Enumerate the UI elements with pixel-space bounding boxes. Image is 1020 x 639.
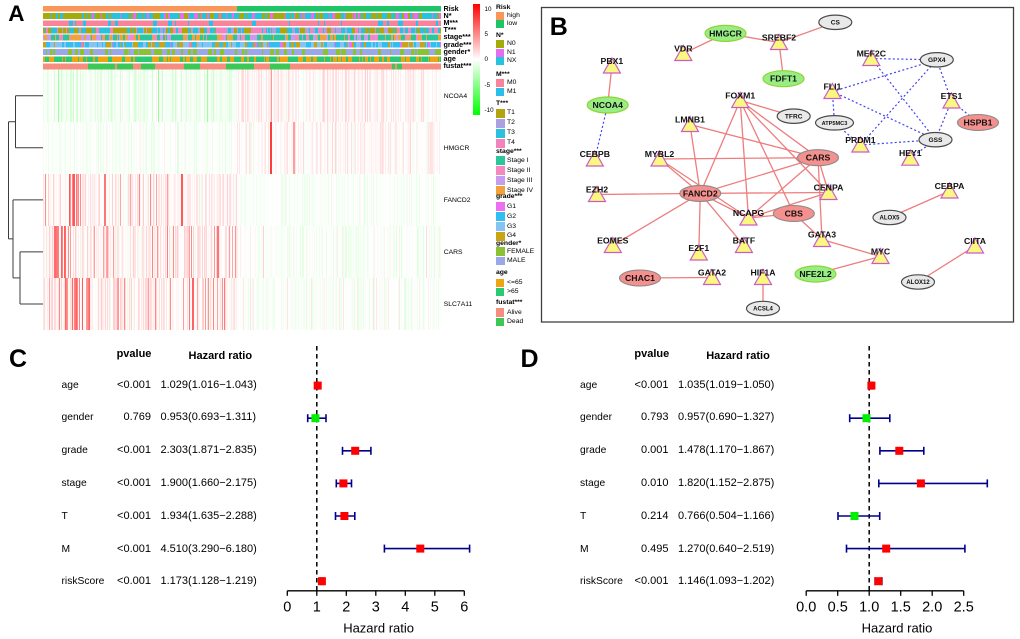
svg-text:FANCD2: FANCD2 (683, 188, 718, 198)
svg-text:ALOX5: ALOX5 (879, 216, 900, 222)
svg-text:2.5: 2.5 (954, 600, 974, 616)
svg-text:GPX4: GPX4 (928, 57, 946, 64)
svg-text:EZH2: EZH2 (586, 185, 608, 195)
svg-text:HEY1: HEY1 (899, 148, 922, 158)
svg-text:NFE2L2: NFE2L2 (799, 269, 832, 279)
svg-text:E2F1: E2F1 (688, 243, 709, 253)
svg-text:MYBL2: MYBL2 (645, 149, 675, 159)
svg-text:CBS: CBS (785, 209, 804, 219)
svg-text:SREBF2: SREBF2 (762, 33, 796, 43)
svg-text:VDR: VDR (674, 44, 693, 54)
svg-text:FLI1: FLI1 (823, 82, 841, 92)
svg-text:1.0: 1.0 (859, 600, 879, 616)
svg-text:CARS: CARS (806, 153, 831, 163)
svg-text:BATF: BATF (733, 236, 756, 246)
svg-text:GATA3: GATA3 (808, 230, 836, 240)
svg-text:PRDM1: PRDM1 (845, 135, 876, 145)
svg-text:1.5: 1.5 (891, 600, 911, 616)
svg-text:ATP5MC3: ATP5MC3 (822, 121, 848, 127)
svg-text:1: 1 (313, 600, 321, 616)
svg-text:3: 3 (372, 600, 380, 616)
svg-text:2.0: 2.0 (922, 600, 942, 616)
svg-text:NCOA4: NCOA4 (592, 100, 623, 110)
svg-text:6: 6 (460, 600, 468, 616)
svg-text:TFRC: TFRC (785, 113, 803, 120)
svg-text:2: 2 (342, 600, 350, 616)
svg-text:GATA2: GATA2 (698, 268, 726, 278)
svg-text:LMNB1: LMNB1 (675, 115, 705, 125)
svg-text:HSPB1: HSPB1 (964, 118, 993, 128)
svg-text:HMGCR: HMGCR (709, 28, 743, 38)
svg-text:Hazard ratio: Hazard ratio (343, 621, 414, 636)
svg-text:CHAC1: CHAC1 (625, 273, 655, 283)
svg-text:0.5: 0.5 (828, 600, 848, 616)
svg-text:0.0: 0.0 (796, 600, 816, 616)
svg-text:NCAPG: NCAPG (733, 208, 765, 218)
svg-text:5: 5 (431, 600, 439, 616)
svg-text:GSS: GSS (929, 137, 944, 144)
svg-text:ALOX12: ALOX12 (906, 280, 930, 286)
svg-text:FDFT1: FDFT1 (770, 74, 797, 84)
svg-text:CEBPA: CEBPA (935, 181, 965, 191)
svg-text:ACSL4: ACSL4 (753, 307, 773, 313)
svg-text:MEF2C: MEF2C (857, 49, 887, 59)
svg-text:Hazard ratio: Hazard ratio (862, 621, 933, 636)
svg-text:FOXM1: FOXM1 (725, 91, 755, 101)
svg-text:CIITA: CIITA (964, 236, 987, 246)
svg-text:CS: CS (831, 20, 841, 27)
svg-text:ETS1: ETS1 (941, 91, 963, 101)
svg-text:EOMES: EOMES (597, 236, 629, 246)
svg-text:CENPA: CENPA (814, 183, 844, 193)
svg-text:MYC: MYC (871, 247, 891, 257)
svg-text:0: 0 (283, 600, 291, 616)
svg-text:PBX1: PBX1 (601, 56, 624, 66)
svg-text:HIF1A: HIF1A (750, 268, 776, 278)
svg-text:4: 4 (401, 600, 409, 616)
svg-text:CEBPB: CEBPB (580, 149, 610, 159)
